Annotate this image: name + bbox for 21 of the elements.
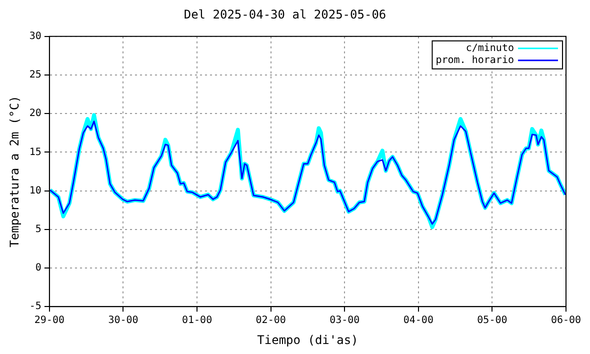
chart-title: Del 2025-04-30 al 2025-05-06 (184, 7, 386, 22)
y-tick-label: 10 (29, 185, 42, 196)
y-tick-label: -5 (29, 301, 42, 312)
y-tick-label: 30 (29, 30, 42, 42)
x-tick-label: 01-00 (182, 315, 212, 326)
y-tick-label: 0 (35, 262, 42, 274)
y-tick-label: 20 (29, 108, 42, 120)
x-tick-label: 29-00 (34, 315, 64, 326)
x-tick-label: 30-00 (108, 315, 138, 326)
x-tick-label: 06-00 (550, 315, 582, 326)
x-axis-title: Tiempo (di'as) (257, 332, 358, 347)
x-tick-label: 02-00 (256, 315, 286, 326)
x-tick-label: 03-00 (330, 315, 360, 326)
y-tick-label: 15 (29, 146, 42, 158)
legend-label: c/minuto (466, 42, 514, 54)
legend-label: prom. horario (436, 54, 514, 66)
y-tick-label: 25 (29, 70, 42, 81)
y-tick-label: 5 (35, 224, 42, 235)
x-tick-label: 04-00 (403, 315, 434, 326)
x-tick-label: 05-00 (477, 315, 508, 326)
y-axis-title: Temperatura a 2m (°C) (7, 96, 22, 248)
